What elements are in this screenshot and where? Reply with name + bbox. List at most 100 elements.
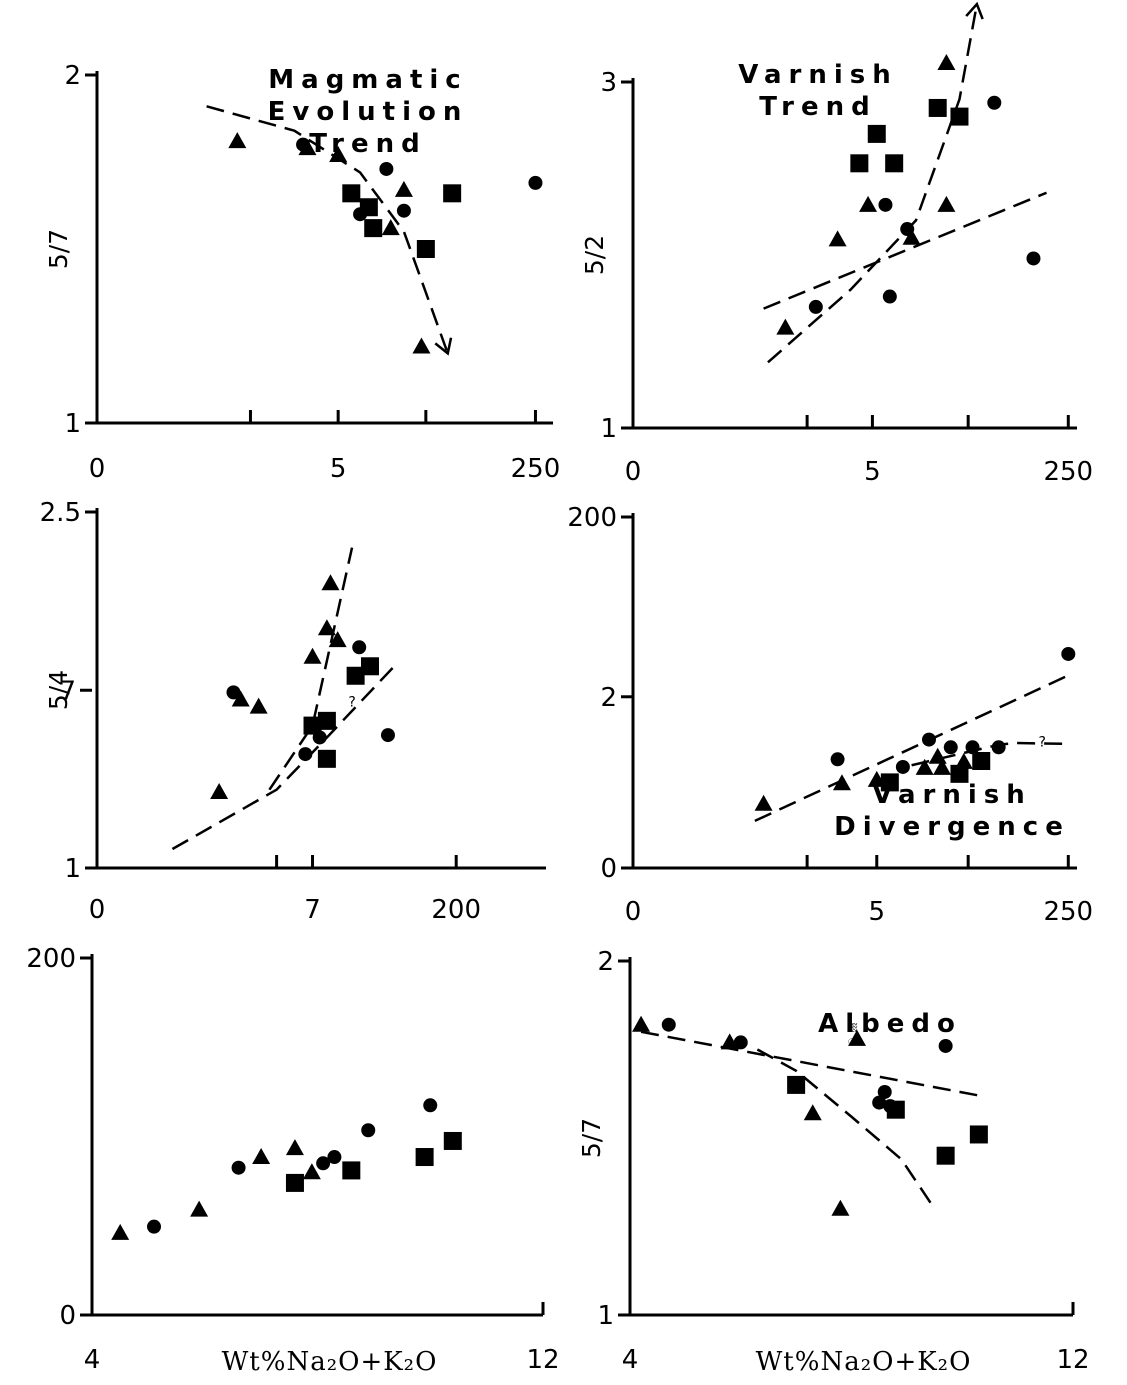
data-point-circle (877, 1084, 892, 1099)
data-point-square (415, 1148, 434, 1167)
data-point-triangle (915, 758, 934, 775)
x-tick-label: 0 (625, 897, 642, 927)
data-point-triangle (754, 794, 773, 811)
x-tick-label: 5 (330, 454, 347, 484)
y-tick-label: 1 (64, 854, 81, 884)
data-point-triangle (832, 774, 851, 791)
data-point-square (317, 749, 336, 768)
chart-title-line: Trend (759, 92, 876, 122)
trend-line (268, 547, 354, 791)
data-point-circle (987, 95, 1002, 110)
data-point-circle (296, 137, 311, 152)
data-point-triangle (317, 619, 336, 636)
data-point-triangle (412, 337, 431, 354)
data-point-circle (352, 640, 367, 655)
data-point-circle (830, 752, 845, 767)
x-tick-label: 0 (625, 457, 642, 487)
trend-line (763, 191, 1048, 310)
annotation-text: ? (348, 695, 355, 711)
data-point-circle (380, 728, 395, 743)
data-point-triangle (720, 1033, 739, 1050)
chart-panel-3: 0 7 200 1 2.5 5/4? (40, 498, 546, 925)
y-tick-label: 2 (597, 947, 614, 977)
x-tick-label: 0 (89, 895, 106, 925)
data-point-triangle (928, 747, 947, 764)
y-tick-label: 7 (59, 676, 76, 706)
data-point-circle (1026, 251, 1041, 266)
data-point-triangle (902, 228, 921, 245)
chart-title-line: Trend (309, 129, 426, 159)
y-tick-label: 3 (600, 68, 617, 98)
data-point-triangle (302, 1163, 321, 1180)
x-tick-label: 12 (1056, 1345, 1089, 1375)
data-point-square (364, 219, 383, 238)
data-point-triangle (329, 146, 348, 163)
data-point-triangle (285, 1139, 304, 1156)
data-point-triangle (111, 1223, 130, 1240)
chart-title-line: Magmatic (268, 65, 467, 95)
data-point-square (950, 107, 969, 126)
data-point-square (342, 1161, 361, 1180)
data-point-circle (298, 747, 313, 762)
data-point-triangle (828, 230, 847, 247)
data-point-triangle (831, 1199, 850, 1216)
chart-title-line: Varnish (738, 60, 897, 90)
data-point-square (285, 1173, 304, 1192)
data-point-square (443, 1131, 462, 1150)
data-point-circle (895, 759, 910, 774)
data-point-square (936, 1146, 955, 1165)
data-point-triangle (937, 195, 956, 212)
x-tick-label: 5 (864, 457, 881, 487)
x-tick-label: 250 (511, 454, 561, 484)
data-point-circle (1061, 646, 1076, 661)
trend-line (640, 1030, 980, 1097)
data-point-circle (316, 1156, 331, 1171)
data-point-square (880, 773, 899, 792)
x-tick-label: 7 (304, 895, 321, 925)
arrow-head (965, 1, 984, 20)
x-tick-label: 200 (431, 895, 481, 925)
data-point-triangle (933, 758, 952, 775)
data-point-square (950, 764, 969, 783)
y-tick-label: 2.5 (40, 498, 81, 528)
data-point-triangle (249, 697, 268, 714)
data-point-circle (991, 740, 1006, 755)
data-point-circle (938, 1038, 953, 1053)
data-point-triangle (632, 1015, 651, 1032)
data-point-circle (733, 1035, 748, 1050)
trend-line (756, 1048, 936, 1210)
chart-title-line: Evolution (268, 97, 469, 127)
annotation-text: ᢆ (847, 1022, 857, 1050)
data-point-triangle (252, 1148, 271, 1165)
data-point-triangle (210, 783, 229, 800)
chart-title-line: Divergence (834, 812, 1070, 842)
data-point-circle (922, 732, 936, 747)
data-point-circle (965, 740, 980, 755)
chart-title-line: Albedo (818, 1009, 962, 1039)
arrow-head (434, 337, 453, 356)
y-tick-label: 2 (600, 683, 617, 713)
data-point-square (850, 154, 869, 173)
y-axis-label: 5/4 (44, 670, 73, 710)
data-point-circle (872, 1095, 887, 1110)
data-point-triangle (190, 1200, 209, 1217)
data-point-triangle (231, 690, 250, 707)
data-point-triangle (321, 574, 340, 591)
data-point-triangle (776, 318, 795, 335)
x-tick-label: 250 (1043, 457, 1093, 487)
data-point-square (867, 124, 886, 143)
trend-line (206, 105, 449, 354)
data-point-circle (327, 1150, 342, 1165)
x-tick-label: 4 (622, 1345, 639, 1375)
data-point-circle (361, 1123, 376, 1138)
data-point-square (346, 666, 365, 685)
data-point-triangle (859, 195, 878, 212)
data-point-circle (528, 175, 543, 190)
data-point-square (787, 1075, 806, 1094)
y-tick-label: 1 (64, 409, 81, 439)
data-point-circle (900, 222, 915, 237)
